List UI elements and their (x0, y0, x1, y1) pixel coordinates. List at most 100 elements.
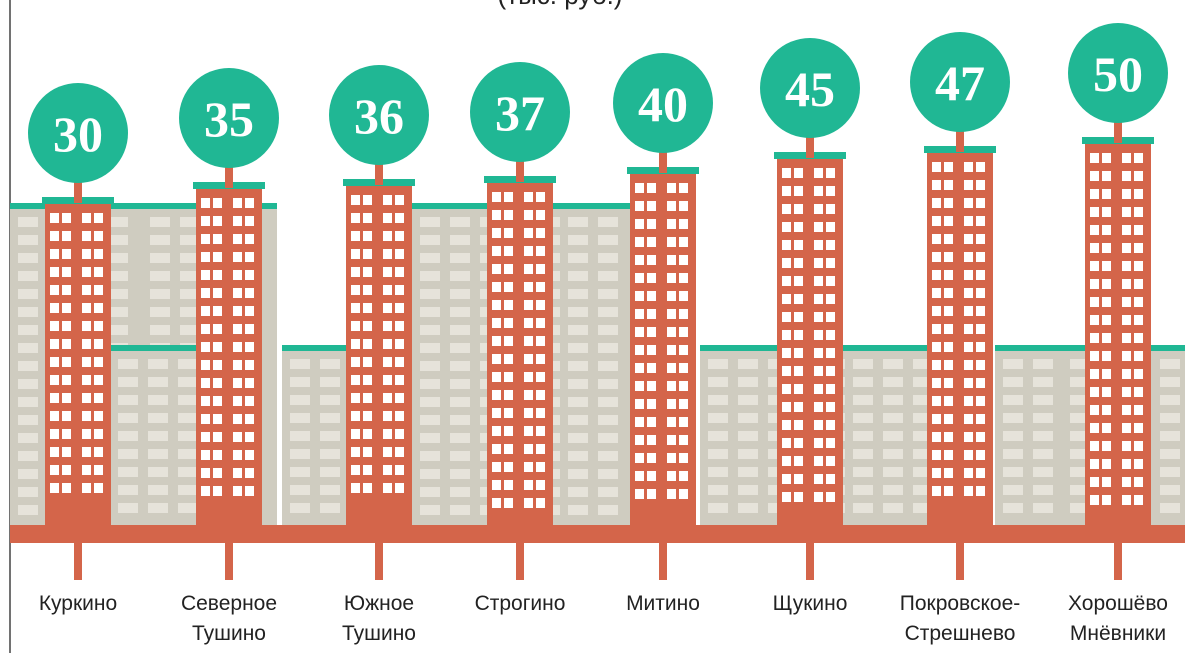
window (233, 252, 242, 262)
window (50, 267, 59, 277)
window (782, 294, 791, 304)
window (504, 210, 513, 220)
window (233, 468, 242, 478)
window (647, 183, 656, 193)
window (932, 234, 941, 244)
window (794, 402, 803, 412)
gray-window (738, 485, 758, 495)
window (944, 486, 953, 496)
window (932, 288, 941, 298)
window (351, 285, 360, 295)
window (1122, 441, 1131, 451)
window (647, 327, 656, 337)
window (201, 324, 210, 334)
window (1090, 297, 1099, 307)
window (1134, 351, 1143, 361)
window (944, 306, 953, 316)
window (524, 354, 533, 364)
window (492, 228, 501, 238)
window (201, 198, 210, 208)
window (94, 249, 103, 259)
window (1134, 225, 1143, 235)
window (82, 357, 91, 367)
window (213, 324, 222, 334)
window (679, 399, 688, 409)
gray-window (420, 451, 440, 461)
window (1122, 459, 1131, 469)
gray-window (450, 379, 470, 389)
gray-window (178, 395, 198, 405)
window (233, 342, 242, 352)
gray-window (320, 485, 340, 495)
window (504, 372, 513, 382)
window (976, 486, 985, 496)
window (635, 273, 644, 283)
window (782, 240, 791, 250)
chart: (тыс. руб.) 30Куркино35СеверноеТушино36Ю… (0, 0, 1185, 653)
window (964, 324, 973, 334)
window (233, 450, 242, 460)
gray-window (568, 505, 588, 515)
window (94, 303, 103, 313)
window (1134, 279, 1143, 289)
window (395, 267, 404, 277)
window (492, 480, 501, 490)
window (504, 498, 513, 508)
gray-window (320, 359, 340, 369)
window (524, 390, 533, 400)
window (826, 258, 835, 268)
ground (10, 525, 1185, 543)
gray-window (148, 485, 168, 495)
window (363, 231, 372, 241)
window (383, 375, 392, 385)
window (1122, 333, 1131, 343)
gray-window (568, 451, 588, 461)
gray-window (290, 413, 310, 423)
stem (806, 543, 814, 580)
window (679, 309, 688, 319)
window (1102, 279, 1111, 289)
window (213, 198, 222, 208)
gray-window (290, 485, 310, 495)
window (1090, 207, 1099, 217)
gray-window (420, 271, 440, 281)
gray-roof (560, 203, 635, 209)
window (395, 465, 404, 475)
window (395, 483, 404, 493)
window (944, 234, 953, 244)
window (492, 408, 501, 418)
window (524, 210, 533, 220)
gray-window (708, 413, 728, 423)
window (1102, 333, 1111, 343)
window (964, 342, 973, 352)
window (94, 339, 103, 349)
gray-window (148, 449, 168, 459)
window (395, 195, 404, 205)
window (383, 393, 392, 403)
window (383, 429, 392, 439)
window (213, 288, 222, 298)
gray-window (1033, 467, 1053, 477)
window (944, 270, 953, 280)
window (814, 420, 823, 430)
window (82, 285, 91, 295)
gray-window (598, 361, 618, 371)
gray-window (450, 469, 470, 479)
window (492, 282, 501, 292)
window (62, 213, 71, 223)
category-label: Хорошёво (1068, 592, 1168, 615)
window (1134, 423, 1143, 433)
window (826, 384, 835, 394)
gray-window (118, 395, 138, 405)
window (245, 252, 254, 262)
window (782, 474, 791, 484)
value-label: 45 (785, 61, 835, 117)
value-label: 47 (935, 55, 985, 111)
window (82, 393, 91, 403)
window (667, 489, 676, 499)
window (944, 324, 953, 334)
window (964, 450, 973, 460)
window (814, 168, 823, 178)
window (94, 285, 103, 295)
gray-window (450, 253, 470, 263)
